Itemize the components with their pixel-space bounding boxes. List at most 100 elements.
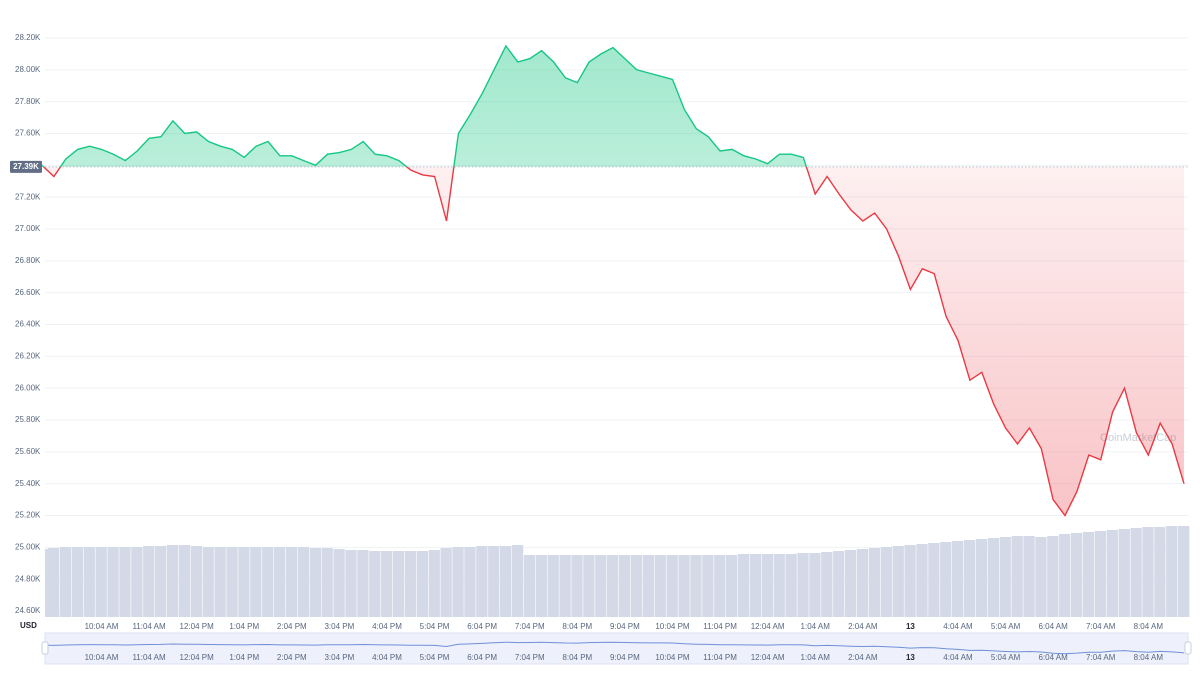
volume-bar — [273, 547, 286, 617]
volume-bar — [714, 555, 726, 617]
volume-bar — [345, 550, 357, 617]
volume-bar — [737, 554, 750, 617]
volume-bar — [309, 548, 321, 617]
volume-bar — [1059, 534, 1071, 617]
navigator-tick-label: 6:04 PM — [467, 653, 497, 662]
y-tick-label: 26.20K — [15, 351, 41, 360]
volume-bar — [166, 545, 179, 617]
volume-bar — [642, 555, 655, 617]
area-up — [42, 46, 1184, 167]
volume-bar — [416, 551, 429, 617]
volume-bar — [238, 547, 250, 617]
watermark: CoinMarketCap — [1100, 432, 1176, 444]
navigator-tick-label: 8:04 PM — [562, 653, 592, 662]
x-tick-label: 1:04 PM — [229, 622, 259, 631]
navigator-tick-label: 7:04 PM — [515, 653, 545, 662]
navigator-tick-label: 1:04 PM — [229, 653, 259, 662]
volume-bar — [523, 555, 536, 617]
x-tick-label: 7:04 PM — [515, 622, 545, 631]
volume-bar — [119, 547, 131, 617]
volume-bar — [761, 554, 773, 617]
volume-bar — [333, 549, 345, 617]
volume-bar — [1035, 537, 1047, 617]
volume-bar — [975, 539, 988, 617]
volume-bar — [963, 540, 976, 617]
y-tick-label: 25.60K — [15, 447, 41, 456]
volume-bar — [868, 548, 881, 617]
y-tick-label: 24.80K — [15, 574, 41, 583]
x-tick-label: 2:04 PM — [277, 622, 307, 631]
volume-bar — [987, 538, 1000, 617]
volume-bar — [381, 551, 393, 617]
x-tick-label: 10:04 PM — [655, 622, 690, 631]
navigator-tick-label: 4:04 AM — [943, 653, 973, 662]
navigator-handle[interactable] — [41, 641, 49, 655]
navigator-tick-label: 9:04 PM — [610, 653, 640, 662]
volume-bar — [797, 553, 809, 617]
volume-bar — [428, 550, 440, 617]
volume-bar — [464, 547, 476, 617]
x-tick-label: 10:04 AM — [85, 622, 119, 631]
volume-bar — [583, 555, 595, 617]
volume-bar — [1142, 527, 1154, 617]
volume-bar — [226, 547, 238, 617]
x-tick-label: 2:04 AM — [848, 622, 878, 631]
volume-bar — [488, 546, 500, 617]
volume-bar — [607, 555, 619, 617]
volume-bar — [749, 554, 762, 617]
navigator-tick-label: 4:04 PM — [372, 653, 402, 662]
x-tick-label: 6:04 PM — [467, 622, 497, 631]
volume-bar — [904, 545, 916, 617]
volume-bar — [392, 551, 405, 617]
volume-bar — [547, 555, 559, 617]
x-tick-label: 7:04 AM — [1086, 622, 1116, 631]
y-tick-label: 27.00K — [15, 224, 41, 233]
volume-bar — [892, 546, 904, 617]
volume-bar — [952, 541, 964, 617]
x-tick-label: 8:04 AM — [1134, 622, 1164, 631]
navigator-tick-label: 12:04 PM — [180, 653, 215, 662]
volume-bar — [202, 547, 214, 617]
volume-bar — [630, 555, 643, 617]
volume-bar — [452, 547, 464, 617]
volume-bar — [321, 548, 333, 617]
volume-bar — [1130, 528, 1142, 617]
volume-bar — [1094, 531, 1107, 617]
volume-bar — [1154, 527, 1166, 617]
y-tick-label: 28.00K — [15, 65, 41, 74]
y-tick-label: 25.80K — [15, 415, 41, 424]
navigator-tick-label: 5:04 AM — [991, 653, 1021, 662]
navigator-tick-label: 1:04 AM — [801, 653, 831, 662]
area-down — [43, 166, 1184, 516]
volume-bar — [833, 551, 845, 617]
volume-bar — [357, 550, 369, 617]
volume-bar — [928, 543, 940, 617]
volume-bar — [940, 542, 952, 617]
x-tick-label: 13 — [906, 622, 915, 631]
volume-bar — [666, 555, 678, 617]
volume-bar — [1178, 526, 1190, 617]
volume-bar — [131, 547, 143, 617]
navigator-tick-label: 5:04 PM — [420, 653, 450, 662]
x-tick-label: 6:04 AM — [1038, 622, 1068, 631]
volume-bar — [1047, 536, 1059, 617]
volume-bar — [499, 546, 512, 617]
navigator-tick-label: 3:04 PM — [324, 653, 354, 662]
volume-bar — [511, 545, 524, 617]
volume-bar — [1106, 530, 1118, 617]
x-tick-label: 1:04 AM — [801, 622, 831, 631]
axis-unit-label: USD — [20, 621, 37, 630]
y-tick-label: 26.60K — [15, 288, 41, 297]
volume-bar — [440, 548, 452, 617]
navigator-tick-label: 2:04 AM — [848, 653, 878, 662]
y-tick-label: 27.60K — [15, 129, 41, 138]
navigator-handle[interactable] — [1184, 641, 1192, 655]
navigator-tick-label: 6:04 AM — [1038, 653, 1068, 662]
volume-bar — [190, 546, 202, 617]
navigator-tick-label: 10:04 PM — [655, 653, 690, 662]
y-tick-label: 24.60K — [15, 606, 41, 615]
x-tick-label: 12:04 AM — [751, 622, 785, 631]
baseline-label-box — [10, 160, 42, 173]
volume-bar — [369, 551, 381, 617]
volume-bar — [678, 555, 690, 617]
